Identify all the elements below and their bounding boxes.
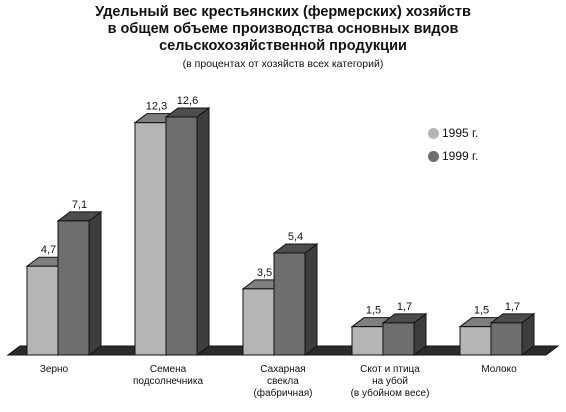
bar xyxy=(134,122,167,356)
category-label-sugar-beet: Сахарная свекла (фабричная) xyxy=(228,364,338,400)
chart-title: Удельный вес крестьянских (фермерских) х… xyxy=(0,4,566,55)
title-line-2: в общем объеме производства основных вид… xyxy=(107,21,459,37)
category-label-grain: Зерно xyxy=(0,364,109,376)
category-label-line: Молоко xyxy=(481,364,517,375)
bar xyxy=(351,326,384,356)
category-label-line: Скот и птица xyxy=(360,364,420,375)
title-line-3: сельскохозяйственной продукции xyxy=(159,38,407,54)
title-line-1: Удельный вес крестьянских (фермерских) х… xyxy=(95,4,471,20)
bar xyxy=(26,265,59,356)
legend-label-1995: 1995 г. xyxy=(442,126,479,140)
legend-swatch-1995 xyxy=(428,128,439,140)
data-label: 7,1 xyxy=(72,199,87,211)
bar-side xyxy=(304,243,318,356)
bar xyxy=(459,326,492,356)
data-label: 4,7 xyxy=(41,244,56,256)
category-label-sunflower: Семена подсолнечника xyxy=(113,364,223,388)
legend-item-1999: 1999 г. xyxy=(428,149,478,163)
data-label: 5,4 xyxy=(288,231,303,243)
category-label-livestock: Скот и птица на убой (в убойном весе) xyxy=(335,364,445,400)
legend-swatch-1999 xyxy=(428,151,439,163)
data-label: 12,3 xyxy=(146,101,167,113)
bar-side xyxy=(196,107,210,356)
chart-subtitle: (в процентах от хозяйств всех категорий) xyxy=(182,58,384,70)
category-label-line: (фабричная) xyxy=(253,388,313,399)
data-label: 3,5 xyxy=(257,267,272,279)
bar xyxy=(273,252,306,356)
bar-side xyxy=(88,210,102,356)
legend-item-1995: 1995 г. xyxy=(428,126,478,140)
category-label-milk: Молоко xyxy=(444,364,554,376)
category-label-line: свекла xyxy=(267,376,299,387)
data-label: 1,5 xyxy=(474,305,489,317)
data-label: 12,6 xyxy=(177,95,198,107)
data-label: 1,7 xyxy=(397,301,412,313)
category-label-line: подсолнечника xyxy=(132,376,204,387)
bar xyxy=(242,288,275,356)
category-label-line: Сахарная xyxy=(260,364,306,375)
legend-label-1999: 1999 г. xyxy=(442,149,479,163)
category-label-line: на убой xyxy=(372,376,408,387)
bar xyxy=(382,322,415,356)
category-label-line: Зерно xyxy=(39,364,69,375)
data-label: 1,5 xyxy=(366,305,381,317)
data-label: 1,7 xyxy=(505,301,520,313)
bar xyxy=(490,322,523,356)
category-label-line: Семена xyxy=(149,364,187,375)
bar xyxy=(165,116,198,356)
category-label-line: (в убойном весе) xyxy=(350,388,430,399)
bar xyxy=(57,220,90,356)
